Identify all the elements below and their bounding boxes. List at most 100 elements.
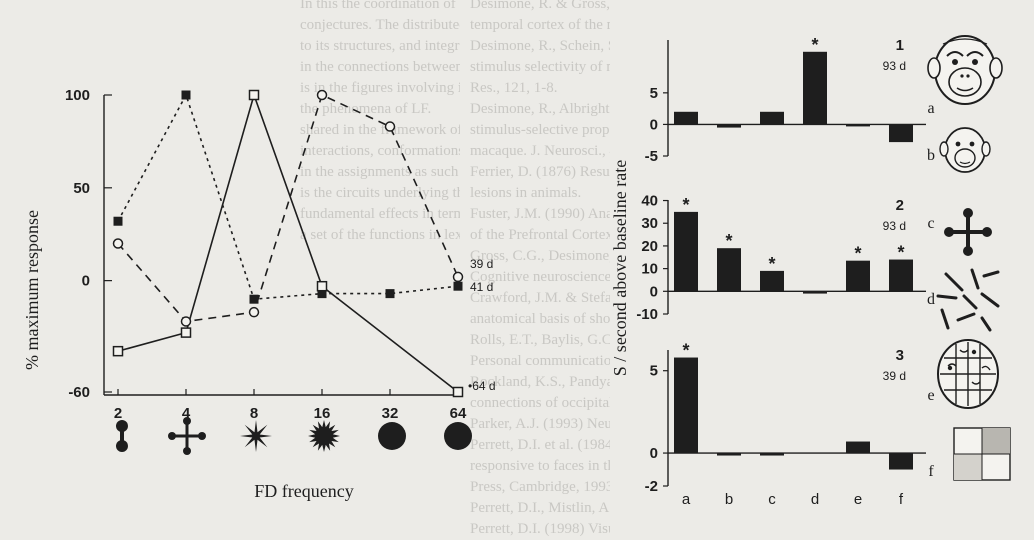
background-text-line: connections of occipital lobe. — [470, 395, 610, 411]
y-tick-label: 50 — [73, 180, 90, 197]
x-tick-label: 16 — [314, 405, 331, 422]
data-point — [384, 121, 396, 132]
bar-panel-1: 5 0 -5 * 1 93 d — [645, 35, 926, 165]
bar — [760, 270, 784, 292]
icon-label-f: f — [928, 463, 934, 480]
background-text-line: is in the figures involving in some way … — [300, 80, 460, 96]
y-tick-label: 10 — [641, 261, 658, 278]
background-text-line: Press, Cambridge, 1993. — [470, 479, 610, 495]
background-text-line: Perrett, D.I. (1998) Visual cells in the… — [470, 521, 610, 537]
x-tick-label: 2 — [114, 405, 122, 422]
background-text-line: Res., 121, 1-8. — [470, 80, 558, 96]
background-text-line: to its structures, and integrating, mean… — [300, 38, 460, 54]
fd2-stimulus-icon — [116, 420, 128, 452]
fd16-stimulus-icon — [308, 420, 340, 452]
series-line — [117, 92, 459, 301]
data-point — [180, 316, 192, 327]
y-tick-label: 5 — [650, 85, 658, 102]
category-label: f — [899, 491, 904, 508]
y-tick-label: 5 — [650, 363, 658, 380]
bar — [760, 453, 784, 456]
series-end-label: 39 d — [470, 257, 493, 271]
data-point — [113, 216, 123, 226]
background-text-line: is the circuits underlying the variables — [300, 185, 460, 201]
background-text-line: fundamental effects in terms of simple — [300, 206, 460, 222]
background-text-line: Personal communication. — [470, 353, 610, 369]
data-point — [112, 345, 124, 357]
bar — [846, 260, 870, 292]
bar — [803, 291, 827, 294]
background-text-line: macaque. J. Neurosci., 4, 2051-2062. — [470, 143, 610, 159]
series-lines — [117, 92, 459, 393]
series-markers — [112, 89, 464, 398]
y-axis-label: % maximum response — [22, 210, 42, 370]
x-tick-label: 8 — [250, 405, 258, 422]
background-text-line: Desimone, R. & Gross, C.G. (1979) Visual… — [470, 0, 610, 12]
monkey-face-icon — [927, 35, 1003, 105]
panel-age: 93 d — [883, 219, 906, 233]
x-tick-label: 4 — [182, 405, 191, 422]
data-point — [385, 289, 395, 299]
background-text-line: Parker, A.J. (1993) Neural circuits. — [470, 416, 610, 432]
bar — [803, 51, 827, 125]
y-tick-label: 0 — [650, 283, 658, 300]
category-label: d — [811, 491, 819, 508]
bar — [674, 211, 698, 292]
data-point — [112, 238, 124, 249]
x-tick-label: 32 — [382, 405, 399, 422]
data-point — [452, 386, 464, 398]
background-text-line: a set of the functions in lexical terms — [300, 227, 460, 243]
significance-star: * — [811, 35, 818, 55]
scrambled-face-grid-icon — [937, 339, 999, 409]
bar — [889, 124, 913, 143]
category-label: b — [725, 491, 733, 508]
bar-panel-2: 40 30 20 10 0 -10 * * * * * 2 93 d — [636, 193, 926, 323]
icon-label-d: d — [927, 291, 935, 308]
series-line — [117, 93, 459, 323]
background-text-line: stimulus selectivity of neurons in visua… — [470, 59, 610, 75]
y-tick-label: 0 — [650, 445, 658, 462]
significance-star: * — [682, 341, 689, 361]
fourier-pattern-icon — [953, 427, 1011, 481]
background-text-line: in the assignments as such are quite dif… — [300, 164, 460, 180]
bar-panels: 5 0 -5 * 1 93 d 40 30 20 10 0 -10 * * * * * 2 93 d 5 0 -2 * 3 39… — [636, 35, 926, 495]
y-axis-label-right: S / second above baseline rate — [610, 160, 630, 376]
background-text-line: temporal cortex of the macaque. Brain Re… — [470, 17, 610, 33]
y-tick-label: -5 — [645, 148, 658, 165]
series-end-label: 41 d — [470, 280, 493, 294]
fd32-stimulus-icon — [378, 422, 406, 450]
panel-number: 3 — [896, 347, 904, 364]
background-text-line: Perrett, D.I. et al. (1984) Neurons — [470, 437, 610, 453]
background-text-line: Desimone, R., Albright, T.D., Gross, C.G… — [470, 101, 610, 117]
background-text-line: stimulus-selective properties of inferio… — [470, 122, 610, 138]
panel-number: 2 — [896, 197, 904, 214]
background-text-line: in the connections between tourism will … — [300, 59, 460, 75]
fd64-stimulus-icon — [444, 422, 472, 450]
bar — [717, 248, 741, 292]
series-end-labels: 39 d 41 d •64 d — [468, 257, 496, 393]
significance-star: * — [768, 254, 775, 274]
bar — [889, 453, 913, 470]
icon-label-b: b — [927, 147, 935, 164]
stimulus-icons-right: a b c d — [927, 35, 1011, 481]
category-label: a — [682, 491, 691, 508]
y-tick-label: 0 — [650, 116, 658, 133]
y-tick-label: 30 — [641, 215, 658, 232]
scrambled-monkey-face-icon — [939, 127, 991, 173]
data-point — [316, 89, 328, 101]
icon-label-a: a — [927, 100, 934, 117]
bar — [760, 111, 784, 125]
significance-star: * — [682, 195, 689, 215]
data-point — [181, 90, 191, 100]
background-text-line: Ferrier, D. (1876) Results of the tempor… — [470, 164, 610, 180]
series-end-label: •64 d — [468, 379, 496, 393]
bar — [674, 111, 698, 125]
fd4-stimulus-icon — [168, 417, 206, 455]
background-text-line: Perrett, D.I., Mistlin, A.J. & Chitty, A… — [470, 500, 610, 516]
y-tick-label: -2 — [645, 478, 658, 495]
series-line — [117, 92, 459, 393]
background-text-line: Fuster, J.M. (1990) Anatomy, Physiology … — [470, 206, 610, 222]
cross-shape-icon — [944, 208, 992, 256]
panel-age: 39 d — [883, 369, 906, 383]
